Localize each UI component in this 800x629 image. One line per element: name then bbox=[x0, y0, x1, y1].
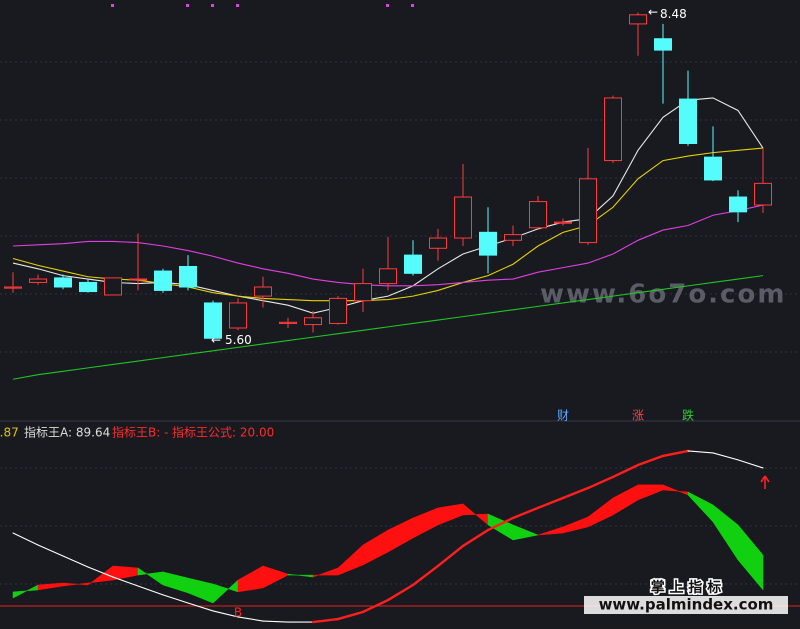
candle-body bbox=[729, 196, 747, 213]
indicator-line bbox=[361, 598, 390, 614]
indicator-line bbox=[162, 594, 189, 604]
header-item: 指标王公式: 20.00 bbox=[172, 425, 274, 440]
dot bbox=[236, 4, 239, 7]
indicator-line bbox=[212, 610, 239, 618]
candle-body bbox=[454, 196, 472, 239]
candle-body bbox=[204, 302, 222, 339]
indicator-line bbox=[12, 532, 39, 546]
high-label: 8.48 bbox=[660, 7, 687, 21]
candle-body bbox=[429, 237, 447, 249]
indicator-line bbox=[611, 463, 640, 479]
candle-body bbox=[79, 281, 97, 293]
band-segment bbox=[512, 524, 539, 541]
candle-body bbox=[179, 266, 197, 288]
dot bbox=[111, 4, 114, 7]
indicator-line bbox=[87, 566, 114, 578]
indicator-line bbox=[311, 617, 340, 624]
indicator-line bbox=[37, 544, 64, 557]
candle-body bbox=[229, 302, 247, 329]
watermark: www.6o7o.com bbox=[540, 280, 786, 310]
candle-body bbox=[604, 97, 622, 162]
low-arrow: ← bbox=[211, 333, 221, 347]
candle-body bbox=[354, 283, 372, 302]
indicator-line bbox=[187, 602, 214, 612]
indicator-line bbox=[561, 486, 590, 500]
header-item: 指标王A: 89.64 bbox=[24, 425, 110, 440]
candle-body bbox=[54, 277, 72, 288]
footer-title: 掌 上 指 标 bbox=[651, 579, 722, 596]
band-segment bbox=[737, 524, 764, 591]
indicator-line bbox=[336, 610, 365, 621]
candle-body bbox=[404, 254, 422, 274]
candle-body bbox=[629, 14, 647, 25]
indicator-line bbox=[411, 564, 440, 587]
top-dots bbox=[111, 4, 414, 7]
candle-body bbox=[129, 278, 147, 281]
indicator-line bbox=[486, 516, 515, 532]
indicator-line bbox=[661, 449, 690, 458]
candle-body bbox=[279, 321, 297, 324]
indicator-line bbox=[262, 620, 289, 623]
price-panel: ← 8.48← 5.60财涨跌 bbox=[4, 5, 772, 423]
indicator-line bbox=[237, 616, 264, 622]
candle-body bbox=[104, 277, 122, 296]
event-marker: 涨 bbox=[632, 408, 644, 423]
price-grid bbox=[0, 61, 800, 585]
candle-body bbox=[154, 270, 172, 291]
event-marker: 跌 bbox=[682, 408, 694, 423]
indicator-line bbox=[636, 454, 665, 467]
candle-body bbox=[654, 38, 672, 51]
candle-body bbox=[329, 297, 347, 324]
dot bbox=[411, 4, 414, 7]
candle-body bbox=[4, 286, 22, 289]
high-arrow: ← bbox=[648, 5, 658, 19]
candle-body bbox=[479, 231, 497, 256]
header-item: 5.87 bbox=[0, 426, 19, 440]
candle-body bbox=[29, 278, 47, 283]
indicator-line bbox=[536, 496, 565, 510]
header-item: 指标王B: - bbox=[112, 425, 168, 440]
footer: 掌 上 指 标 www.palmindex.com bbox=[584, 578, 788, 614]
dot bbox=[386, 4, 389, 7]
footer-box bbox=[584, 596, 788, 614]
dot bbox=[211, 4, 214, 7]
signal-label: B bbox=[234, 606, 242, 620]
low-label: 5.60 bbox=[225, 333, 252, 347]
candle-body bbox=[754, 182, 772, 206]
candle-body bbox=[504, 234, 522, 241]
signal-arrow bbox=[760, 475, 770, 489]
candle-body bbox=[579, 178, 597, 244]
indicator-line bbox=[737, 459, 764, 469]
event-marker: 财 bbox=[557, 409, 569, 423]
indicator-line bbox=[112, 576, 139, 587]
indicator-line bbox=[386, 583, 415, 602]
candle-body bbox=[704, 156, 722, 181]
dot bbox=[186, 4, 189, 7]
candle-body bbox=[529, 201, 547, 229]
ma-line bbox=[12, 275, 764, 380]
indicator-line bbox=[137, 585, 164, 596]
footer-url: www.palmindex.com bbox=[599, 596, 774, 614]
candle-body bbox=[554, 221, 572, 224]
indicator-line bbox=[436, 544, 465, 568]
candle-body bbox=[679, 98, 697, 145]
candle-body bbox=[254, 286, 272, 297]
indicator-line bbox=[712, 452, 739, 461]
indicator-line bbox=[586, 475, 615, 490]
indicator-line bbox=[62, 555, 89, 568]
candle-body bbox=[379, 268, 397, 285]
indicator-line bbox=[511, 506, 540, 520]
candle-body bbox=[304, 317, 322, 326]
indicator-line bbox=[461, 528, 490, 548]
indicator-line bbox=[687, 450, 714, 454]
